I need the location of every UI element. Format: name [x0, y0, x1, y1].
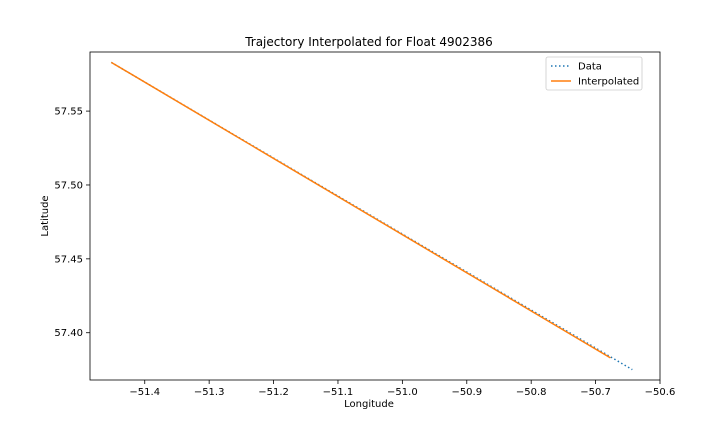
- x-tick-label: −51.2: [258, 387, 289, 398]
- y-axis-label: Latitude: [40, 195, 51, 236]
- y-axis: 57.40 57.45 57.50 57.55: [54, 107, 90, 339]
- y-tick-label: 57.50: [54, 180, 83, 191]
- x-tick-label: −51.0: [387, 387, 418, 398]
- x-tick-label: −51.3: [194, 387, 225, 398]
- plot-frame: [89, 51, 661, 381]
- legend: Data Interpolated: [545, 56, 643, 91]
- series-line-interpolated: [110, 61, 611, 359]
- y-tick-label: 57.55: [54, 107, 83, 118]
- chart-title: Trajectory Interpolated for Float 490238…: [244, 35, 493, 49]
- x-tick-label: −50.6: [645, 387, 676, 398]
- x-tick-label: −50.8: [516, 387, 547, 398]
- x-axis-label: Longitude: [344, 399, 394, 410]
- y-tick-label: 57.45: [54, 254, 83, 265]
- x-tick-label: −51.4: [129, 387, 160, 398]
- x-axis: −51.4 −51.3 −51.2 −51.1 −51.0 −50.9 −50.8 −50.7…: [129, 380, 675, 398]
- legend-label: Data: [578, 62, 602, 73]
- plot-area: [89, 51, 661, 381]
- x-tick-label: −50.7: [580, 387, 611, 398]
- y-tick-label: 57.40: [54, 328, 83, 339]
- legend-label: Interpolated: [578, 77, 639, 88]
- x-tick-label: −50.9: [451, 387, 482, 398]
- x-tick-label: −51.1: [323, 387, 354, 398]
- series-layer: [110, 61, 633, 371]
